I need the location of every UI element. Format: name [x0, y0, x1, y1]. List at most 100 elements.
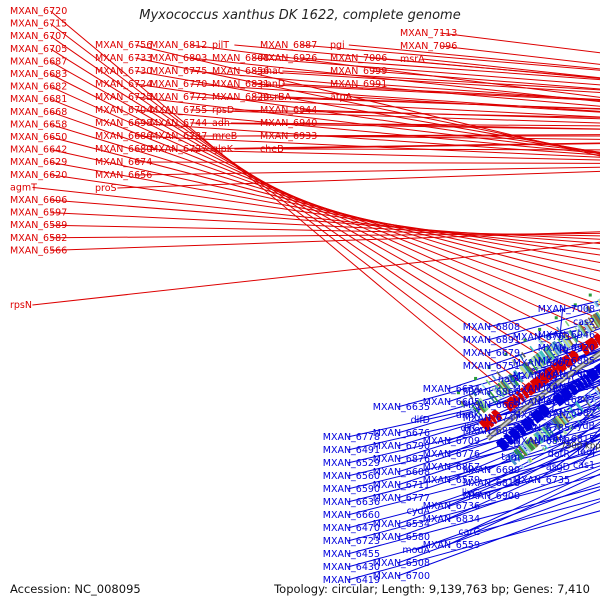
outer-feature-tick: [468, 393, 474, 400]
forward-leader-line: [190, 96, 600, 118]
outer-feature-tick: [594, 300, 600, 307]
outer-feature-tick: [593, 313, 600, 324]
forward-gene-arrow: [483, 416, 495, 428]
reverse-leader-line: [562, 383, 600, 414]
forward-gene-label: MXAN_6829: [212, 92, 269, 103]
reverse-gene-label: MXAN_6470: [323, 523, 380, 534]
forward-gene-label: MXAN_6755: [150, 105, 207, 116]
forward-leader-line: [252, 70, 600, 94]
outer-feature-tick: [553, 340, 563, 354]
outer-feature-tick: [534, 354, 544, 367]
outer-marker: [474, 376, 478, 380]
forward-gene-label: MXAN_7006: [330, 53, 387, 64]
forward-gene-label: MXAN_6775: [150, 66, 207, 77]
reverse-gene-arrow: [529, 408, 545, 424]
inner-feature-tick: [568, 426, 573, 431]
forward-leader-line: [300, 122, 600, 130]
inner-feature-tick: [555, 416, 564, 427]
outer-feature-tick: [551, 342, 561, 355]
outer-feature-tick: [533, 355, 543, 368]
outer-marker: [504, 352, 508, 356]
reverse-leader-line: [487, 379, 600, 432]
reverse-leader-line: [415, 446, 600, 512]
forward-gene-label: MXAN_6629: [10, 157, 67, 168]
reverse-gene-label: MXAN_6866: [463, 387, 520, 398]
outer-feature-tick: [560, 335, 571, 349]
reverse-gene-label: fadJ: [577, 447, 595, 458]
inner-feature-tick: [550, 419, 560, 431]
inner-feature-tick: [574, 402, 583, 413]
inner-feature-tick: [559, 433, 564, 438]
inner-feature-tick: [582, 396, 591, 407]
outer-feature-tick: [596, 311, 600, 319]
forward-gene-arrow: [506, 396, 519, 410]
forward-gene-label: phaC: [260, 66, 285, 77]
reverse-gene-label: MXAN_6636: [323, 497, 380, 508]
inner-feature-tick: [526, 459, 531, 464]
forward-leader-line: [135, 83, 600, 153]
inner-feature-tick: [560, 412, 570, 423]
inner-feature-tick: [520, 464, 525, 469]
outer-feature-tick: [529, 345, 535, 352]
inner-feature-tick: [515, 448, 525, 459]
reverse-gene-label: MXAN_6946: [538, 330, 595, 341]
reverse-leader-line: [397, 384, 600, 447]
reverse-leader-line: [487, 412, 600, 471]
outer-marker: [554, 316, 558, 320]
reverse-gene-label: cas1: [573, 460, 595, 471]
ruler-tick: [574, 434, 580, 440]
reverse-leader-line: [415, 482, 600, 551]
outer-feature-tick: [498, 381, 509, 394]
forward-gene-arrow: [537, 371, 550, 385]
reverse-gene-label: MXAN_6891: [463, 335, 520, 346]
outer-feature-tick: [576, 324, 586, 338]
reverse-gene-label: MXAN_6634: [423, 384, 480, 395]
outer-feature-tick: [486, 392, 497, 404]
outer-feature-tick: [478, 398, 489, 411]
forward-gene-label: MXAN_6887: [260, 40, 317, 51]
reverse-gene-label: MXAN_6818: [463, 478, 520, 489]
forward-gene-label: msrBA: [260, 92, 292, 103]
inner-feature-tick: [556, 415, 565, 427]
inner-feature-tick: [522, 442, 532, 453]
outer-feature-tick: [537, 339, 543, 346]
outer-feature-tick: [523, 362, 534, 375]
inner-feature-tick: [507, 455, 517, 466]
reverse-leader-line: [537, 326, 600, 338]
outer-feature-tick: [501, 379, 512, 392]
forward-leader-line: [50, 48, 554, 365]
reverse-gene-arrow: [507, 427, 522, 442]
forward-gene-label: panD: [260, 79, 285, 90]
forward-gene-arrow: [543, 366, 557, 381]
outer-feature-tick: [512, 370, 523, 383]
outer-feature-tick: [495, 384, 506, 397]
reverse-gene-label: livG: [462, 488, 480, 499]
outer-feature-tick: [494, 385, 505, 398]
outer-feature-tick: [546, 345, 556, 359]
reverse-gene-label: difG: [461, 423, 480, 434]
forward-gene-label: proS: [95, 183, 117, 194]
reverse-leader-line: [508, 410, 600, 458]
reverse-gene-label: MXAN_6559: [423, 540, 480, 551]
reverse-gene-label: MXAN_6847: [538, 395, 595, 406]
forward-leader-line: [190, 142, 600, 150]
forward-leader-line: [50, 174, 600, 256]
reverse-gene-label: MXAN_6924: [538, 382, 595, 393]
forward-gene-label: MXAN_7113: [400, 28, 457, 39]
forward-gene-label: MXAN_6668: [10, 107, 67, 118]
inner-feature-tick: [555, 436, 559, 441]
inner-feature-tick: [514, 448, 524, 460]
outer-marker: [487, 366, 491, 370]
reverse-gene-label: MXAN_6679: [463, 348, 520, 359]
forward-leader-line: [50, 212, 600, 240]
forward-gene-label: MXAN_6715: [10, 19, 67, 30]
inner-feature-tick: [528, 458, 532, 463]
reverse-leader-line: [487, 435, 600, 497]
reverse-leader-line: [465, 468, 600, 533]
forward-gene-label: MXAN_6597: [10, 208, 67, 219]
outer-feature-tick: [556, 326, 561, 333]
forward-leader-line: [282, 83, 600, 100]
forward-gene-label: MXAN_6589: [10, 220, 67, 231]
reverse-leader-line: [397, 489, 600, 564]
inner-feature-tick: [570, 424, 575, 430]
